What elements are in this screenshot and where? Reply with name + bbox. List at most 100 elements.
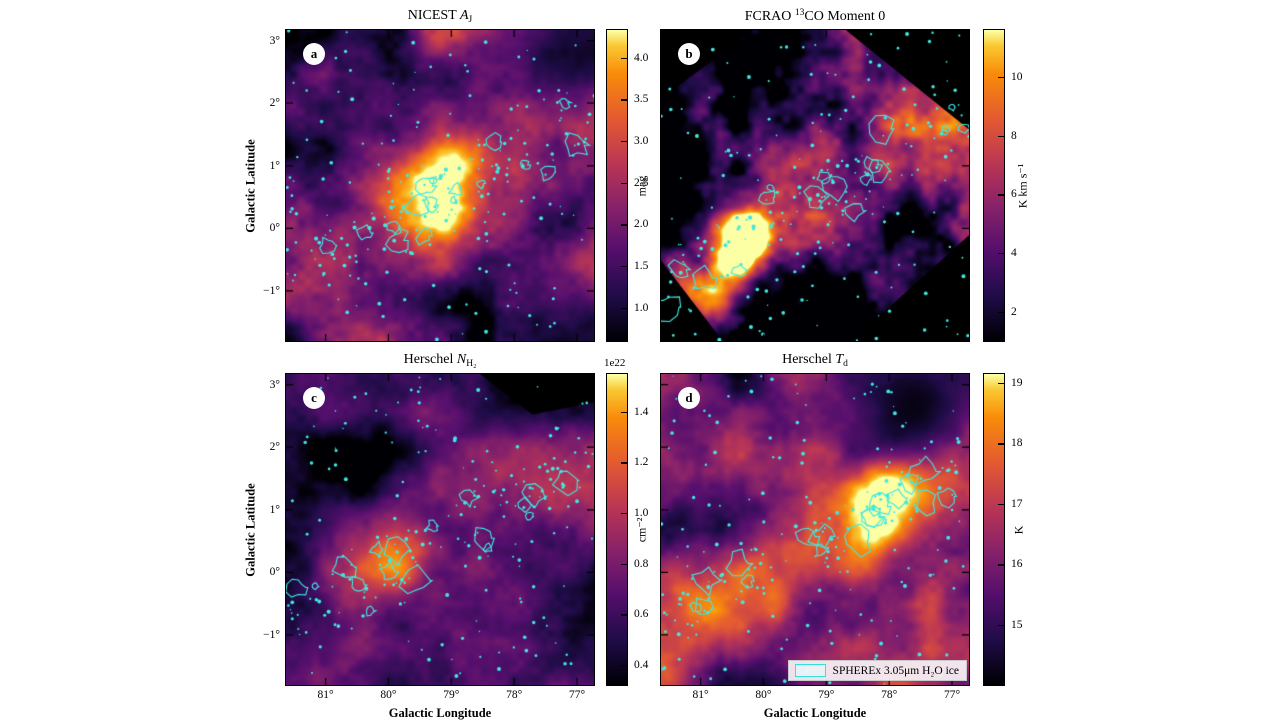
x-tick-label: 77° (943, 689, 961, 701)
y-tick-label: 2° (269, 441, 280, 454)
panel-c: Herschel NH₂ c Galactic Longitude 3° 2° 1°… (263, 352, 595, 720)
colorbar-c-tickmark (621, 664, 627, 667)
colorbar-d-ticklabel: 19 (1011, 377, 1023, 390)
colorbar-a-tickmark (621, 99, 627, 101)
colorbar-a-gradient (606, 29, 628, 342)
panel-c-title: Herschel NH₂ (245, 352, 635, 369)
colorbar-a-tickmark (621, 265, 627, 268)
colorbar-b-tickmark (998, 311, 1004, 314)
heatmap-b (660, 29, 970, 342)
colorbar-a-ticklabel: 3.0 (634, 134, 649, 147)
colorbar-c-tickmark (621, 513, 627, 515)
colorbar-d-tickmark (998, 503, 1004, 506)
heatmap-c (285, 373, 595, 686)
y-axis-label-top: Galactic Latitude (243, 139, 258, 233)
colorbar-a-ticklabel: 1.0 (634, 301, 649, 314)
x-tick-label: 81° (692, 689, 709, 701)
panel-b-title-superscript: 13 (794, 8, 805, 18)
colorbar-d-tickmark (998, 624, 1004, 626)
colorbar-c-ticklabel: 0.8 (634, 557, 649, 570)
colorbar-b-tickmark (998, 76, 1004, 79)
y-tick-label: 1° (269, 159, 280, 172)
colorbar-c-tickmark (621, 614, 627, 616)
colorbar-c-ticklabel: 1.4 (634, 405, 649, 418)
heatmap-d (660, 373, 970, 686)
colorbar-c-tickmark (621, 462, 627, 464)
x-tick-label: 79° (443, 689, 460, 701)
colorbar-c-ticklabel: 1.0 (634, 507, 649, 520)
panel-d-title: Herschel Td (620, 352, 1010, 369)
panel-a-title-subscript: J (468, 15, 473, 25)
x-tick-label: 80° (755, 689, 772, 701)
panel-b-title-text2: CO Moment 0 (804, 9, 886, 24)
colorbar-d-tickmark (998, 383, 1004, 385)
colorbar-b-tickmark (998, 194, 1004, 196)
colorbar-a-ticklabel: 3.5 (634, 93, 649, 106)
legend: SPHEREx 3.05μm H₂O ice (787, 660, 967, 681)
panel-a-title-symbol: A (459, 8, 469, 23)
x-tick-label: 80° (380, 689, 397, 701)
colorbar-c: cm⁻² 1e22 1.4 1.2 1.0 0.8 0.6 0.4 (604, 357, 649, 686)
colorbar-c-ticklabel: 0.4 (634, 658, 649, 671)
x-tick-label: 78° (506, 689, 523, 701)
colorbar-b-ticklabel: 10 (1011, 70, 1023, 83)
colorbar-d: K 19 18 17 16 15 (983, 373, 1026, 686)
x-axis-label-left: Galactic Longitude (388, 706, 492, 720)
colorbar-b-gradient (983, 29, 1005, 342)
colorbar-c-tickmark (621, 411, 627, 414)
colorbar-a: mag 4.0 3.5 3.0 2.5 2.0 1.5 1.0 (606, 29, 649, 342)
panel-c-title-symbol: N (456, 352, 467, 367)
y-tick-label: 1° (269, 503, 280, 516)
colorbar-a-tickmark (621, 182, 627, 184)
panel-b-letter-badge: b (678, 43, 700, 65)
y-tick-label: 0° (269, 222, 280, 235)
y-tick-label: 3° (269, 378, 280, 391)
panel-d-title-subscript: d (843, 359, 848, 369)
colorbar-a-ticklabel: 2.0 (634, 218, 649, 231)
y-tick-label: 3° (269, 34, 280, 47)
y-tick-label: −1° (263, 284, 280, 297)
colorbar-b-ticklabel: 6 (1011, 188, 1017, 201)
colorbar-d-tickmark (998, 564, 1004, 566)
legend-contour-swatch (794, 664, 826, 677)
colorbar-d-ticklabel: 18 (1011, 437, 1023, 450)
x-axis-label-right: Galactic Longitude (763, 706, 867, 720)
heatmap-a (285, 29, 595, 342)
y-tick-label: −1° (263, 628, 280, 641)
colorbar-c-gradient (606, 373, 628, 686)
panel-d-title-symbol: T (835, 352, 844, 367)
colorbar-d-ticklabel: 15 (1011, 618, 1023, 631)
panel-a-letter-badge: a (303, 43, 325, 65)
panel-d: Herschel Td d SPHEREx 3.05μm H₂O ice Gal… (660, 352, 970, 720)
colorbar-c-scale-factor: 1e22 (604, 357, 626, 369)
panel-a-title-text: NICEST (407, 8, 460, 23)
panel-b: FCRAO 13CO Moment 0 b (660, 8, 970, 342)
panel-c-title-subscript: H₂ (466, 359, 477, 369)
colorbar-a-ticklabel: 4.0 (634, 51, 649, 64)
colorbar-d-ticklabel: 17 (1011, 497, 1023, 510)
colorbar-c-ticklabel: 1.2 (634, 456, 649, 469)
panel-a-title: NICEST AJ (245, 8, 635, 25)
colorbar-d-tickmark (998, 443, 1004, 445)
colorbar-c-tickmark (621, 563, 627, 566)
colorbar-b-tickmark (998, 252, 1004, 255)
colorbar-c-unit: cm⁻² (634, 517, 649, 542)
colorbar-b-ticklabel: 4 (1011, 246, 1017, 259)
panel-a: NICEST AJ a 3° 2° 1° 0° −1° (263, 8, 595, 342)
colorbar-d-ticklabel: 16 (1011, 558, 1023, 571)
panel-c-title-text: Herschel (403, 352, 457, 367)
colorbar-b-ticklabel: 2 (1011, 305, 1017, 318)
panel-c-letter-badge: c (303, 387, 325, 409)
colorbar-d-gradient (983, 373, 1005, 686)
x-tick-label: 78° (881, 689, 898, 701)
colorbar-a-tickmark (621, 57, 627, 59)
colorbar-c-ticklabel: 0.6 (634, 608, 649, 621)
colorbar-b-ticklabel: 8 (1011, 129, 1017, 142)
y-tick-label: 0° (269, 566, 280, 579)
panel-b-title-text: FCRAO (744, 9, 795, 24)
colorbar-b: K km s⁻¹ 10 8 6 4 2 (983, 29, 1030, 342)
colorbar-a-ticklabel: 2.5 (634, 176, 649, 189)
y-axis-label-bottom: Galactic Latitude (243, 483, 258, 577)
panel-d-letter-badge: d (678, 387, 700, 409)
